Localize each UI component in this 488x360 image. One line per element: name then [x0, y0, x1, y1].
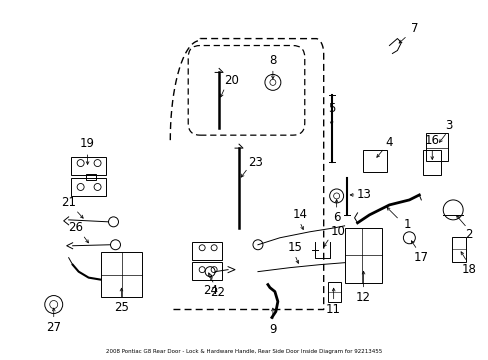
Text: 2: 2 — [465, 228, 472, 241]
Text: 27: 27 — [46, 321, 61, 334]
Bar — [192, 242, 222, 260]
Text: 23: 23 — [248, 156, 263, 168]
Text: 8: 8 — [269, 54, 276, 67]
Text: 13: 13 — [356, 188, 371, 202]
Bar — [71, 157, 105, 175]
Bar — [327, 282, 340, 302]
Bar — [101, 252, 142, 297]
Text: 25: 25 — [114, 301, 129, 314]
Text: 12: 12 — [355, 291, 370, 304]
Text: 15: 15 — [287, 241, 302, 254]
Text: 19: 19 — [80, 137, 95, 150]
Text: 7: 7 — [410, 22, 417, 35]
Text: 18: 18 — [461, 263, 476, 276]
Bar — [423, 150, 440, 175]
Text: 3: 3 — [445, 119, 452, 132]
Text: 26: 26 — [68, 221, 83, 234]
Bar — [85, 174, 95, 180]
Text: 1: 1 — [403, 218, 410, 231]
Text: 10: 10 — [329, 225, 345, 238]
Text: 14: 14 — [292, 208, 306, 221]
Text: 24: 24 — [202, 284, 217, 297]
Text: 16: 16 — [424, 134, 439, 147]
Text: 2008 Pontiac G8 Rear Door - Lock & Hardware Handle, Rear Side Door Inside Diagra: 2008 Pontiac G8 Rear Door - Lock & Hardw… — [106, 349, 382, 354]
Bar — [344, 228, 382, 283]
Bar — [192, 262, 222, 280]
Text: 17: 17 — [413, 251, 428, 264]
Text: 22: 22 — [210, 286, 225, 299]
Text: 20: 20 — [224, 74, 239, 87]
Text: 9: 9 — [268, 323, 276, 336]
Bar — [426, 133, 447, 161]
Text: 5: 5 — [327, 102, 335, 115]
Text: 4: 4 — [385, 136, 392, 149]
Bar — [362, 150, 386, 172]
Text: 11: 11 — [325, 303, 341, 316]
Text: 6: 6 — [332, 211, 340, 224]
Bar — [451, 237, 465, 262]
Bar — [71, 178, 105, 196]
Text: 21: 21 — [61, 197, 76, 210]
